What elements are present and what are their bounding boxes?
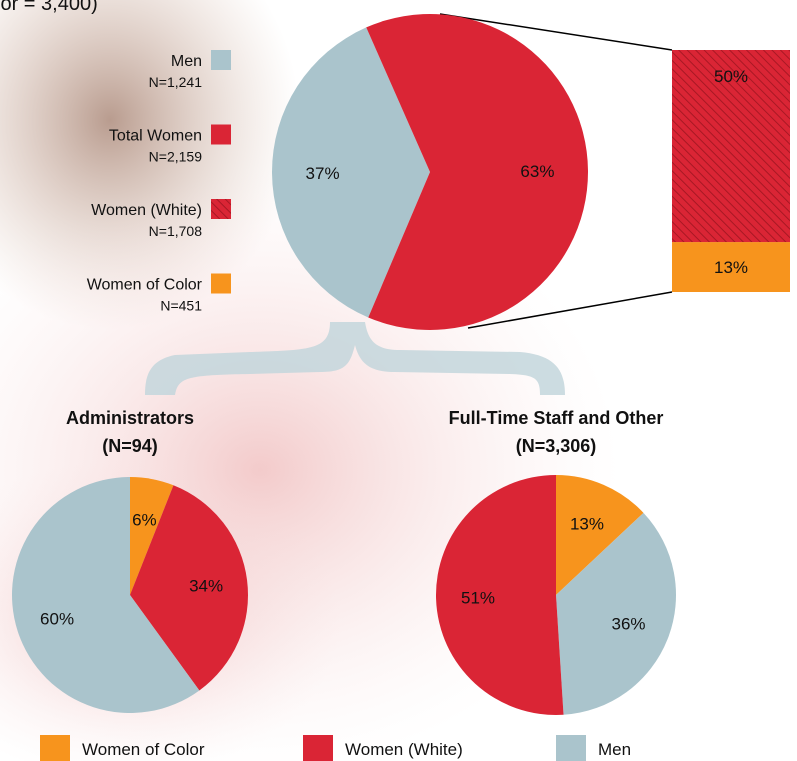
legend-swatch <box>211 125 231 145</box>
pie-title: Full-Time Staff and Other <box>449 408 664 428</box>
legend-count: N=1,708 <box>149 223 203 239</box>
slice-label: 51% <box>461 588 495 607</box>
legend-count: N=1,241 <box>149 74 203 90</box>
legend-count: N=2,159 <box>149 149 203 165</box>
slice-label: 34% <box>189 576 223 595</box>
legend-swatch <box>40 735 70 761</box>
legend-swatch <box>211 274 231 294</box>
bar-label: 50% <box>714 67 748 86</box>
legend-label: Total Women <box>109 128 202 145</box>
legend-label: Men <box>171 53 202 70</box>
infographic: lor = 3,400) Administrators (N=94) Full-… <box>0 0 797 761</box>
legend-label: Men <box>598 740 631 759</box>
pie-subtitle: (N=3,306) <box>516 436 597 456</box>
legend-swatch <box>211 199 231 219</box>
legend-label: Women of Color <box>87 277 203 294</box>
legend-swatch <box>211 50 231 70</box>
legend-count: N=451 <box>160 298 202 314</box>
slice-label: 63% <box>520 162 554 181</box>
header-fragment: lor = 3,400) <box>0 0 98 15</box>
slice-label: 13% <box>570 514 604 533</box>
legend-label: Women (White) <box>91 202 202 219</box>
slice-label: 6% <box>132 511 157 530</box>
legend-label: Women of Color <box>82 740 205 759</box>
legend-swatch <box>556 735 586 761</box>
slice-label: 37% <box>306 164 340 183</box>
slice-label: 60% <box>40 610 74 629</box>
slice-label: 36% <box>612 615 646 634</box>
pie-subtitle: (N=94) <box>102 436 158 456</box>
pie-title: Administrators <box>66 408 194 428</box>
bar-label: 13% <box>714 258 748 277</box>
legend-swatch <box>303 735 333 761</box>
legend-label: Women (White) <box>345 740 463 759</box>
